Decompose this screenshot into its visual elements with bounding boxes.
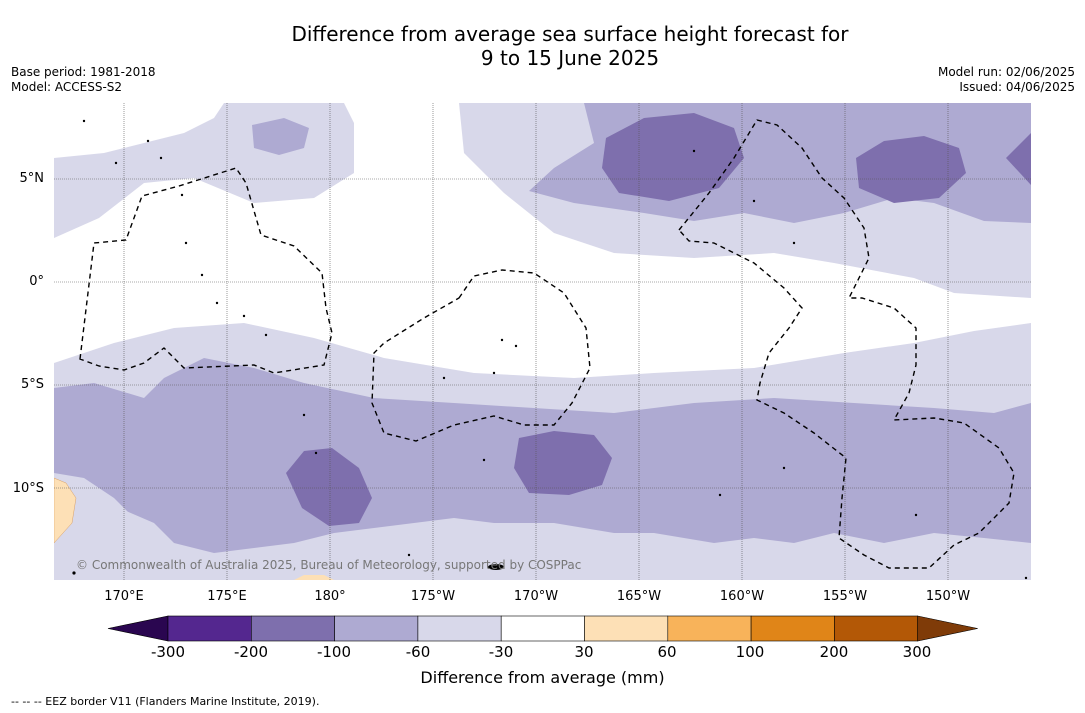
colorbar-tick: -60 xyxy=(405,643,431,661)
lon-label-180: 180° xyxy=(314,589,346,604)
islands xyxy=(72,119,1028,580)
lon-label-175w: 175°W xyxy=(410,589,456,604)
meta-right: Model run: 02/06/2025 Issued: 04/06/2025 xyxy=(938,65,1075,95)
colorbar-arrow-right xyxy=(917,615,978,642)
title-line-1: Difference from average sea surface heig… xyxy=(291,22,849,46)
colorbar-segment xyxy=(834,615,919,642)
colorbar-tick: -300 xyxy=(150,643,186,661)
meta-left: Base period: 1981-2018 Model: ACCESS-S2 xyxy=(11,65,156,95)
map-title: Difference from average sea surface heig… xyxy=(0,22,1085,70)
title-line-2: 9 to 15 June 2025 xyxy=(480,46,660,70)
colorbar-segment xyxy=(584,615,669,642)
anomaly-light-orange xyxy=(54,477,77,544)
lon-label-175e: 175°E xyxy=(207,589,247,604)
colorbar-segment xyxy=(750,615,835,642)
colorbar-segment xyxy=(667,615,752,642)
colorbar-label: Difference from average (mm) xyxy=(420,668,665,687)
colorbar-arrow-left xyxy=(107,615,169,642)
colorbar-segment xyxy=(334,615,419,642)
colorbar-tick: -200 xyxy=(233,643,269,661)
colorbar-segment xyxy=(417,615,502,642)
eez-footnote: -- -- -- EEZ border V11 (Flanders Marine… xyxy=(11,695,320,708)
colorbar-tick: 300 xyxy=(902,643,932,661)
lon-label-170e: 170°E xyxy=(104,589,144,604)
issued-date: Issued: 04/06/2025 xyxy=(959,80,1075,94)
colorbar-svg xyxy=(107,615,978,642)
anomaly-light-orange-2 xyxy=(294,575,334,580)
colorbar-segment xyxy=(251,615,335,642)
lon-label-155w: 155°W xyxy=(822,589,868,604)
colorbar-tick: 200 xyxy=(819,643,849,661)
colorbar-segment xyxy=(167,615,252,642)
graticule xyxy=(54,103,1031,580)
sea-height-map xyxy=(54,103,1031,580)
lon-label-165w: 165°W xyxy=(616,589,662,604)
colorbar-tick: -100 xyxy=(316,643,352,661)
lon-label-150w: 150°W xyxy=(925,589,971,604)
lat-label-0: 0° xyxy=(29,274,44,289)
colorbar-tick: 60 xyxy=(657,643,677,661)
map-panel xyxy=(54,103,1031,580)
eez-borders xyxy=(79,119,1015,569)
lat-label-5s: 5°S xyxy=(20,377,44,392)
lon-label-170w: 170°W xyxy=(513,589,559,604)
copyright-notice: © Commonwealth of Australia 2025, Bureau… xyxy=(76,558,582,572)
colorbar-tick: -30 xyxy=(488,643,514,661)
base-period: Base period: 1981-2018 xyxy=(11,65,156,79)
colorbar xyxy=(100,612,990,652)
lat-label-10s: 10°S xyxy=(12,481,44,496)
lon-label-160w: 160°W xyxy=(719,589,765,604)
colorbar-tick: 100 xyxy=(735,643,765,661)
model-name: Model: ACCESS-S2 xyxy=(11,80,123,94)
model-run: Model run: 02/06/2025 xyxy=(937,65,1075,79)
colorbar-segment xyxy=(500,615,585,642)
colorbar-tick: 30 xyxy=(574,643,594,661)
lat-label-5n: 5°N xyxy=(19,171,45,186)
